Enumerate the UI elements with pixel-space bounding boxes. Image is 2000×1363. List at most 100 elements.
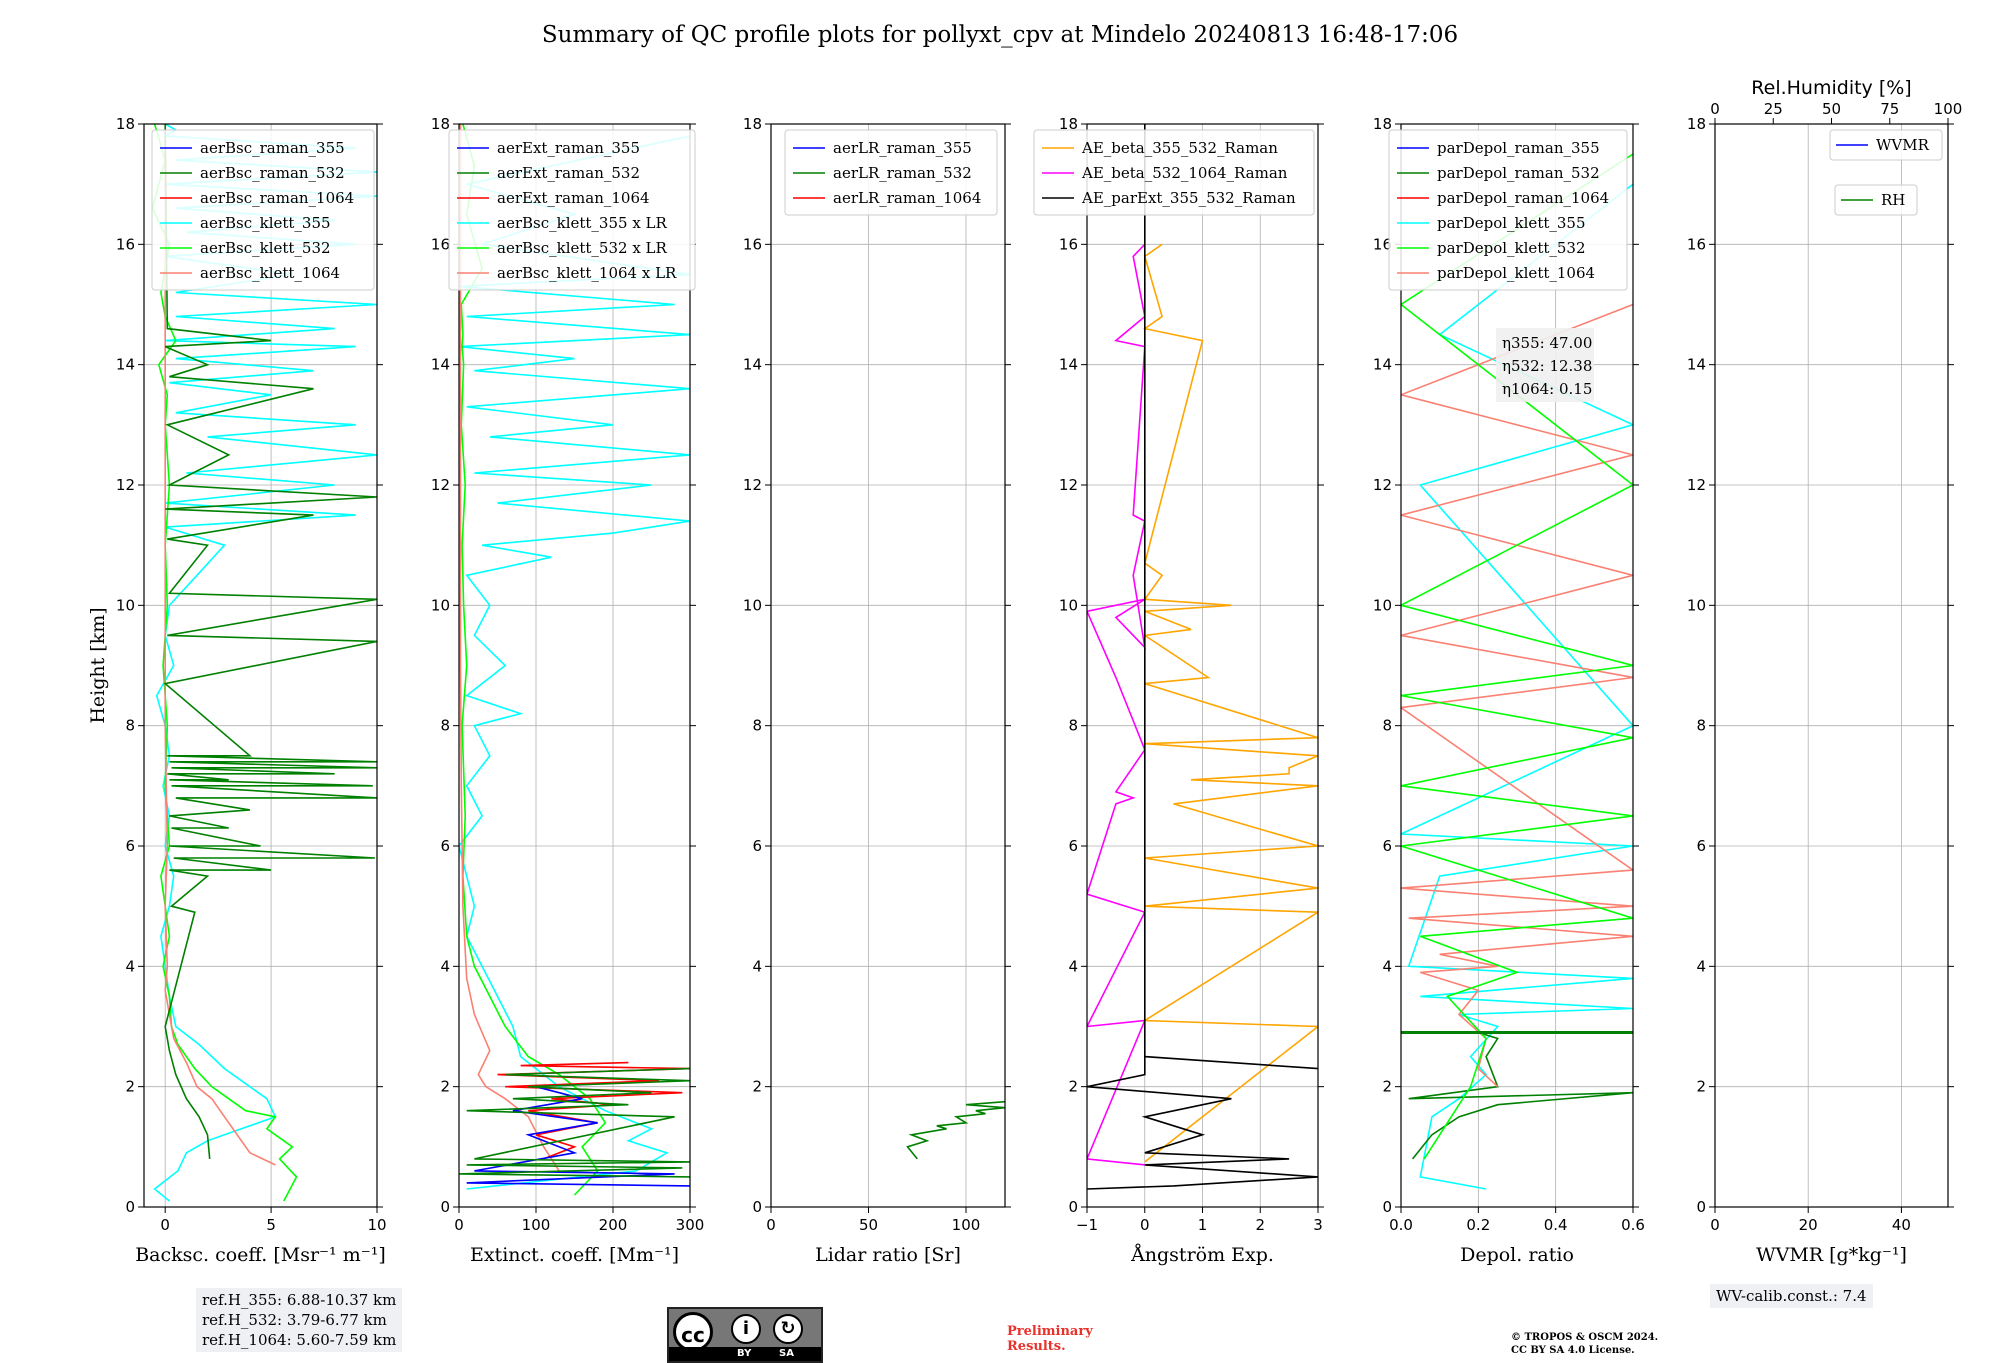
ext-series-aerExt_raman_532 (459, 1067, 690, 1178)
depol-legend-box (1388, 129, 1628, 291)
bsc-legend-label: aerBsc_klett_355 (200, 214, 331, 232)
lr-x-axis-label: Lidar ratio [Sr] (815, 1244, 961, 1266)
depol-legend-label: parDepol_raman_532 (1437, 164, 1600, 182)
bsc-ytick-label: 0 (125, 1198, 135, 1216)
ext-series-aerBsc_klett_532 x LR (460, 124, 607, 1196)
bsc-xtick-label: 5 (266, 1216, 276, 1234)
ext-ytick-label: 16 (431, 235, 450, 253)
bsc-legend-label: aerBsc_klett_532 (200, 239, 331, 257)
ext-ytick-label: 12 (431, 476, 450, 494)
ext-ytick-label: 0 (440, 1198, 450, 1216)
lr-legend-box (784, 129, 998, 216)
bsc-series-aerBsc_klett_1064 (164, 124, 276, 1166)
wv-legend-box-wvmr (1829, 129, 1943, 161)
lr-ytick-label: 8 (752, 717, 762, 735)
depol-series-parDepol_klett_1064 (1401, 303, 1633, 1088)
ext-xtick-label: 100 (522, 1216, 551, 1234)
license-sa-label: SA (779, 1348, 794, 1359)
depol-ytick-label: 4 (1382, 957, 1392, 975)
wv-calib-constant: WV-calib.const.: 7.4 (1710, 1284, 1873, 1308)
bsc-xtick-label: 0 (160, 1216, 170, 1234)
lr-ytick-label: 6 (752, 837, 762, 855)
depol-legend-label: parDepol_klett_355 (1437, 214, 1586, 232)
depol-eta-box (1496, 328, 1594, 402)
bsc-ytick-label: 14 (116, 356, 135, 374)
depol-x-axis-label: Depol. ratio (1460, 1244, 1574, 1266)
ext-xtick-label: 200 (599, 1216, 628, 1234)
bsc-ytick-label: 4 (125, 957, 135, 975)
ae-ytick-label: 14 (1059, 356, 1078, 374)
ae-xtick-label: 2 (1255, 1216, 1265, 1234)
wv-top-xtick-label: 50 (1822, 100, 1841, 118)
ae-xtick-label: 3 (1313, 1216, 1323, 1234)
depol-xtick-label: 0.2 (1466, 1216, 1490, 1234)
depol-eta-label: η1064: 0.15 (1502, 380, 1592, 398)
ae-ytick-label: 8 (1068, 717, 1078, 735)
ext-x-axis-label: Extinct. coeff. [Mm⁻¹] (470, 1244, 679, 1266)
bsc-legend-label: aerBsc_klett_1064 (200, 264, 340, 282)
lr-axes-frame (770, 123, 1006, 1208)
figure-title: Summary of QC profile plots for pollyxt_… (541, 22, 1459, 48)
ref-height-1064: ref.H_1064: 5.60-7.59 km (202, 1331, 397, 1349)
lr-ytick-label: 12 (743, 476, 762, 494)
bsc-legend-label: aerBsc_raman_355 (200, 139, 345, 157)
depol-axes-frame (1400, 123, 1634, 1208)
copyright-note: © TROPOS & OSCM 2024. CC BY SA 4.0 Licen… (1511, 1331, 1711, 1357)
ext-legend-label: aerExt_raman_532 (497, 164, 640, 182)
bsc-legend-box (151, 129, 375, 291)
depol-eta-label: η355: 47.00 (1502, 334, 1592, 352)
ae-xtick-label: 0 (1140, 1216, 1150, 1234)
depol-ytick-label: 18 (1373, 115, 1392, 133)
wv-top-xtick-label: 25 (1764, 100, 1783, 118)
lr-xtick-label: 100 (952, 1216, 981, 1234)
depol-legend-label: parDepol_raman_355 (1437, 139, 1600, 157)
lr-ytick-label: 10 (743, 596, 762, 614)
depol-legend-label: parDepol_klett_1064 (1437, 264, 1595, 282)
wv-x-axis-label: WVMR [g*kg⁻¹] (1756, 1244, 1907, 1266)
wv-ytick-label: 10 (1687, 596, 1706, 614)
ext-ytick-label: 14 (431, 356, 450, 374)
lr-xtick-label: 50 (859, 1216, 878, 1234)
ae-legend-box (1033, 129, 1315, 216)
attribution-icon: i (731, 1314, 761, 1344)
preliminary-results-note: Preliminary Results. (1007, 1324, 1117, 1354)
wv-ytick-label: 6 (1696, 837, 1706, 855)
bsc-ytick-label: 2 (125, 1078, 135, 1096)
bsc-legend-label: aerBsc_raman_532 (200, 164, 345, 182)
ae-series-AE_beta_532_1064_Raman (1087, 243, 1147, 1166)
ext-xtick-label: 300 (676, 1216, 705, 1234)
ext-ytick-label: 2 (440, 1078, 450, 1096)
license-bar: BY SA (669, 1347, 821, 1361)
ae-xtick-label: 1 (1198, 1216, 1208, 1234)
bsc-ytick-label: 12 (116, 476, 135, 494)
lr-ytick-label: 14 (743, 356, 762, 374)
reference-heights-box: ref.H_355: 6.88-10.37 km ref.H_532: 3.79… (196, 1288, 403, 1352)
ext-series-aerBsc_klett_355 x LR (459, 135, 690, 1190)
depol-series-parDepol_klett_532 (1401, 153, 1633, 1160)
wv-ytick-label: 0 (1696, 1198, 1706, 1216)
wv-legend-label: WVMR (1876, 136, 1930, 154)
ref-height-532: ref.H_532: 3.79-6.77 km (202, 1311, 387, 1329)
depol-series-parDepol_klett_355 (1401, 183, 1633, 1190)
depol-ytick-label: 12 (1373, 476, 1392, 494)
wv-legend-label: RH (1881, 191, 1905, 209)
wv-xtick-label: 0 (1710, 1216, 1720, 1234)
ae-ytick-label: 10 (1059, 596, 1078, 614)
lr-legend-label: aerLR_raman_1064 (833, 189, 981, 207)
ae-ytick-label: 18 (1059, 115, 1078, 133)
ae-ytick-label: 4 (1068, 957, 1078, 975)
bsc-axes-frame (143, 123, 378, 1208)
ext-series-aerExt_raman_355 (466, 1085, 690, 1187)
lr-ytick-label: 0 (752, 1198, 762, 1216)
copyright-line-1: © TROPOS & OSCM 2024. (1511, 1332, 1659, 1343)
ae-series-AE_parExt_355_532_Raman (1087, 124, 1318, 1190)
lr-legend-label: aerLR_raman_355 (833, 139, 972, 157)
ae-ytick-label: 12 (1059, 476, 1078, 494)
lr-ytick-label: 18 (743, 115, 762, 133)
depol-xtick-label: 0.4 (1544, 1216, 1568, 1234)
copyright-line-2: CC BY SA 4.0 License. (1511, 1345, 1635, 1356)
preliminary-line-1: Preliminary (1007, 1324, 1093, 1339)
wv-xtick-label: 40 (1892, 1216, 1911, 1234)
wv-ytick-label: 8 (1696, 717, 1706, 735)
